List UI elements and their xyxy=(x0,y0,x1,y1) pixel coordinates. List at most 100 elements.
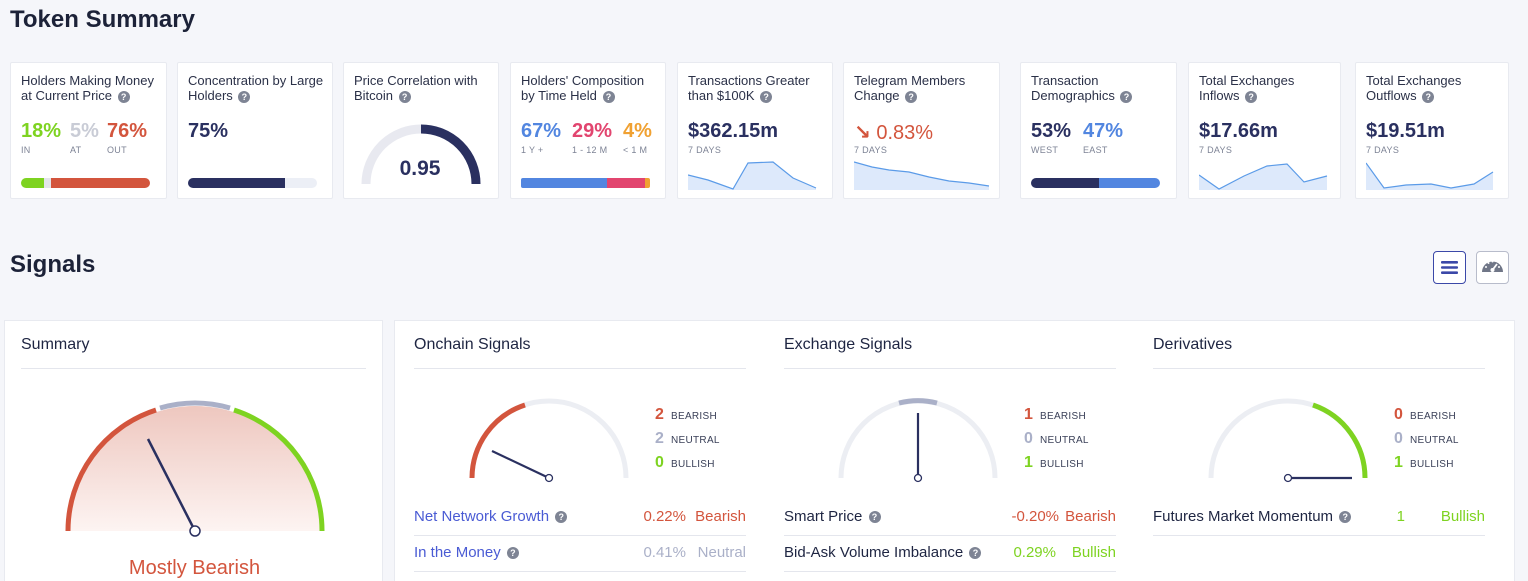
help-icon[interactable]: ? xyxy=(969,547,982,560)
inflows-sparkline xyxy=(1199,163,1328,190)
summary-gauge xyxy=(65,400,325,537)
signals-panel: Onchain Signals 2 BEARISH 2 NEUTRAL 0 BULLI… xyxy=(394,320,1515,581)
onchain-gauge xyxy=(469,398,629,483)
derivatives-bearish-count: 0 BEARISH xyxy=(1394,406,1457,423)
card-telegram-members[interactable]: Telegram Members Change ? ↘ 0.83% 7 DAYS xyxy=(843,62,1000,199)
help-icon[interactable]: ? xyxy=(1245,90,1258,103)
card-price-correlation[interactable]: Price Correlation with Bitcoin ? 0.95 xyxy=(343,62,499,199)
signal-value: 0.41% xyxy=(643,544,686,561)
help-icon[interactable]: ? xyxy=(905,90,918,103)
lt1m-value: 4% xyxy=(623,120,652,142)
in-caption: IN xyxy=(21,145,31,155)
help-icon[interactable]: ? xyxy=(506,547,519,560)
signal-row-bid-ask-volume-imbalance[interactable]: Bid-Ask Volume Imbalance ? 0.29% Bullish xyxy=(784,544,1116,561)
card-title: Price Correlation with Bitcoin ? xyxy=(354,73,478,103)
signal-value: 0.22% xyxy=(643,508,686,525)
period-caption: 7 DAYS xyxy=(688,145,722,155)
out-caption: OUT xyxy=(107,145,127,155)
demographics-bar xyxy=(1031,178,1160,188)
signal-row-in-the-money[interactable]: In the Money ? 0.41% Neutral xyxy=(414,544,746,561)
card-exchange-outflows[interactable]: Total Exchanges Outflows ? $19.51m 7 DAY… xyxy=(1355,62,1509,199)
help-icon[interactable]: ? xyxy=(1120,90,1133,103)
signal-label: Bearish xyxy=(695,508,746,525)
token-summary-title: Token Summary xyxy=(10,6,195,33)
help-icon[interactable]: ? xyxy=(760,90,773,103)
help-icon[interactable]: ? xyxy=(602,90,615,103)
card-title: Holders Making Money at Current Price ? xyxy=(21,73,154,103)
signal-row-futures-market-momentum[interactable]: Futures Market Momentum ? 1 Bullish xyxy=(1153,508,1485,525)
telegram-sparkline xyxy=(854,161,990,190)
concentration-value: 75% xyxy=(188,120,229,142)
1y-caption: 1 Y + xyxy=(521,145,544,155)
onchain-bearish-count: 2 BEARISH xyxy=(655,406,718,423)
signal-value: 0.29% xyxy=(1013,544,1056,561)
derivatives-gauge xyxy=(1208,398,1368,483)
card-title: Total Exchanges Inflows ? xyxy=(1199,73,1295,103)
1y-value: 67% xyxy=(521,120,562,142)
signal-label: Bearish xyxy=(1065,508,1116,525)
help-icon[interactable]: ? xyxy=(398,90,411,103)
transactions-sparkline xyxy=(688,161,817,190)
outflows-value: $19.51m xyxy=(1366,120,1445,142)
list-icon xyxy=(1441,261,1458,274)
help-icon[interactable]: ? xyxy=(555,511,568,524)
exchange-title: Exchange Signals xyxy=(784,336,913,353)
help-icon[interactable]: ? xyxy=(1339,511,1352,524)
concentration-bar xyxy=(188,178,317,188)
help-icon[interactable]: ? xyxy=(238,90,251,103)
card-transaction-demographics[interactable]: Transaction Demographics ? 53% 47% WEST … xyxy=(1020,62,1177,199)
west-caption: WEST xyxy=(1031,145,1059,155)
exchange-bullish-count: 1 BULLISH xyxy=(1024,454,1084,471)
derivatives-title: Derivatives xyxy=(1153,336,1233,353)
help-icon[interactable]: ? xyxy=(117,90,130,103)
summary-verdict: Mostly Bearish xyxy=(128,557,261,579)
inflows-value: $17.66m xyxy=(1199,120,1278,142)
transactions-value: $362.15m xyxy=(688,120,779,142)
derivatives-neutral-count: 0 NEUTRAL xyxy=(1394,430,1459,447)
signal-value: 1 xyxy=(1396,508,1405,525)
period-caption: 7 DAYS xyxy=(854,145,888,155)
card-title: Total Exchanges Outflows ? xyxy=(1366,73,1462,103)
signal-row-net-network-growth[interactable]: Net Network Growth ? 0.22% Bearish xyxy=(414,508,746,525)
arrow-down-right-icon: ↘ xyxy=(854,122,871,144)
card-exchange-inflows[interactable]: Total Exchanges Inflows ? $17.66m 7 DAYS xyxy=(1188,62,1341,199)
1-12m-caption: 1 - 12 M xyxy=(572,145,608,155)
west-value: 53% xyxy=(1031,120,1072,142)
card-title: Transactions Greater than $100K ? xyxy=(688,73,810,103)
signal-label: Bullish xyxy=(1440,508,1485,525)
card-title: Transaction Demographics ? xyxy=(1031,73,1168,103)
card-title: Holders' Composition by Time Held ? xyxy=(521,73,645,103)
card-large-transactions[interactable]: Transactions Greater than $100K ? $362.1… xyxy=(677,62,833,199)
speedometer-icon xyxy=(1482,260,1503,272)
card-concentration[interactable]: Concentration by Large Holders ? 75% xyxy=(177,62,333,199)
signal-row-smart-price[interactable]: Smart Price ? -0.20% Bearish xyxy=(784,508,1116,525)
signal-label: Bullish xyxy=(1071,544,1116,561)
card-holders-making-money[interactable]: Holders Making Money at Current Price ? … xyxy=(10,62,167,199)
summary-title: Summary xyxy=(21,336,90,353)
exchange-neutral-count: 0 NEUTRAL xyxy=(1024,430,1089,447)
derivatives-bullish-count: 1 BULLISH xyxy=(1394,454,1454,471)
card-holders-composition[interactable]: Holders' Composition by Time Held ? 67% … xyxy=(510,62,666,199)
list-view-button[interactable] xyxy=(1433,251,1466,284)
at-caption: AT xyxy=(70,145,82,155)
in-value: 18% xyxy=(21,120,62,142)
correlation-gauge xyxy=(361,124,481,185)
signal-label: Neutral xyxy=(697,544,746,561)
exchange-gauge xyxy=(838,398,998,483)
help-icon[interactable]: ? xyxy=(868,511,881,524)
telegram-value: ↘ 0.83% xyxy=(854,122,934,144)
east-caption: EAST xyxy=(1083,145,1108,155)
money-bar xyxy=(21,178,150,188)
signals-title: Signals xyxy=(10,251,96,278)
period-caption: 7 DAYS xyxy=(1199,145,1233,155)
correlation-value: 0.95 xyxy=(399,157,441,180)
at-value: 5% xyxy=(70,120,99,142)
onchain-bullish-count: 0 BULLISH xyxy=(655,454,715,471)
composition-bar xyxy=(521,178,650,188)
gauge-view-button[interactable] xyxy=(1476,251,1509,284)
summary-panel: Summary Mostly Bearish xyxy=(4,320,383,581)
onchain-title: Onchain Signals xyxy=(414,336,531,353)
exchange-bearish-count: 1 BEARISH xyxy=(1024,406,1087,423)
outflows-sparkline xyxy=(1366,162,1494,190)
help-icon[interactable]: ? xyxy=(1422,90,1435,103)
